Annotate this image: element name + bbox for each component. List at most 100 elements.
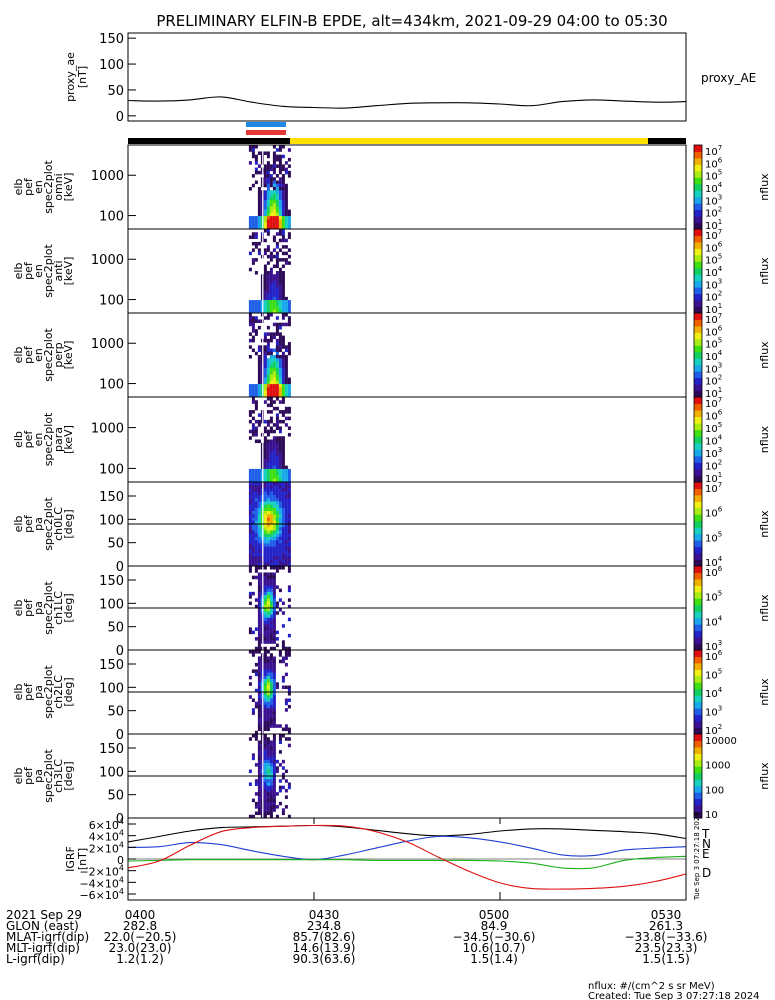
spec-cell [257, 196, 261, 201]
spec-cell [281, 196, 285, 201]
spec-cell [269, 335, 273, 340]
spec-cell [263, 685, 267, 690]
science-zone-bar-blue [246, 122, 286, 127]
spec-cell [254, 517, 258, 522]
spec-cell [263, 672, 267, 677]
spec-cell [272, 400, 276, 404]
spec-cell [278, 653, 282, 657]
spec-cell [287, 209, 291, 214]
xaxis-row-value: 234.8 [307, 919, 341, 933]
spec-cell [263, 177, 267, 181]
spec-cell [278, 199, 282, 204]
spec-cell [275, 637, 279, 641]
spec-cell [254, 566, 258, 570]
spec-cell [287, 514, 291, 518]
ylabel-line: omni [52, 173, 65, 200]
xaxis-row-value: 0530 [651, 908, 682, 922]
spec-cell [281, 455, 285, 460]
spec-cell [257, 199, 261, 204]
spec-cell [287, 219, 291, 223]
spec-cell [263, 772, 267, 777]
spec-cell [266, 688, 270, 693]
colorbar-segment [694, 442, 702, 450]
spec-cell [248, 533, 252, 538]
colorbar-segment [694, 695, 702, 703]
spec-cell [278, 164, 282, 168]
spec-cell [284, 536, 288, 541]
spec-cell [266, 174, 270, 178]
spec-cell [275, 251, 279, 256]
spec-cell [263, 640, 267, 644]
spec-cell [263, 630, 267, 635]
ytick-label: 50 [107, 84, 124, 99]
spec-cell [269, 798, 273, 803]
spec-cell [248, 769, 252, 774]
colorbar-tick: 104 [705, 614, 723, 628]
spec-cell [272, 358, 276, 362]
spec-cell [272, 672, 276, 677]
spec-cell [263, 488, 267, 492]
spec-cell [266, 161, 270, 165]
spec-cell [272, 598, 276, 602]
spec-cell [269, 303, 273, 307]
spec-cell [278, 779, 282, 783]
spec-cell [272, 177, 276, 181]
spec-cell [257, 164, 261, 168]
spec-cell [263, 776, 267, 780]
spec-cell [275, 254, 279, 259]
spec-cell [275, 361, 279, 365]
spec-cell [278, 364, 282, 369]
spec-cell [272, 776, 276, 780]
spec-cell [257, 540, 261, 544]
spec-cell [278, 468, 282, 473]
spec-cell [278, 530, 282, 534]
spec-cell [269, 811, 273, 816]
spec-cell [275, 216, 279, 220]
spec-cell [248, 161, 252, 165]
spec-cell [284, 406, 288, 411]
colorbar-segment [694, 792, 702, 800]
spec-cell [257, 679, 261, 683]
spec-cell [278, 145, 282, 149]
spec-cell [266, 374, 270, 378]
spec-cell [248, 332, 252, 336]
spec-cell [269, 209, 273, 214]
spec-cell [284, 219, 288, 223]
spec-cell [248, 472, 252, 476]
spec-cell [254, 235, 258, 239]
spec-cell [272, 740, 276, 744]
xaxis-row-value: −34.5(−30.6) [453, 930, 536, 944]
spec-cell [272, 423, 276, 427]
spec-cell [284, 387, 288, 391]
spec-cell [278, 504, 282, 509]
spec-cell [254, 387, 258, 391]
spec-cell [287, 785, 291, 790]
spec-cell [281, 436, 285, 440]
colorbar-tick: 104 [705, 349, 723, 363]
spec-cell [269, 591, 273, 596]
spec-cell [284, 410, 288, 414]
spec-cell [269, 556, 273, 560]
spec-cell [254, 730, 258, 735]
spec-cell [281, 393, 285, 398]
spec-cell [272, 238, 276, 243]
spec-cell [257, 494, 261, 499]
spec-cell [251, 261, 255, 265]
spec-cell [278, 520, 282, 525]
spec-cell [275, 611, 279, 615]
colorbar-segment [694, 455, 702, 463]
spec-cell [251, 511, 255, 515]
spec-cell [278, 446, 282, 450]
spec-cell [272, 277, 276, 281]
spec-cell [263, 704, 267, 709]
spec-cell [266, 701, 270, 706]
spec-cell [257, 772, 261, 777]
spec-cell [263, 572, 267, 576]
spectrogram-cells [248, 397, 291, 483]
spec-cell [266, 708, 270, 712]
spec-cell [266, 190, 270, 194]
spec-cell [257, 614, 261, 618]
spec-cell [257, 795, 261, 799]
spec-cell [278, 546, 282, 551]
spec-cell [269, 566, 273, 570]
